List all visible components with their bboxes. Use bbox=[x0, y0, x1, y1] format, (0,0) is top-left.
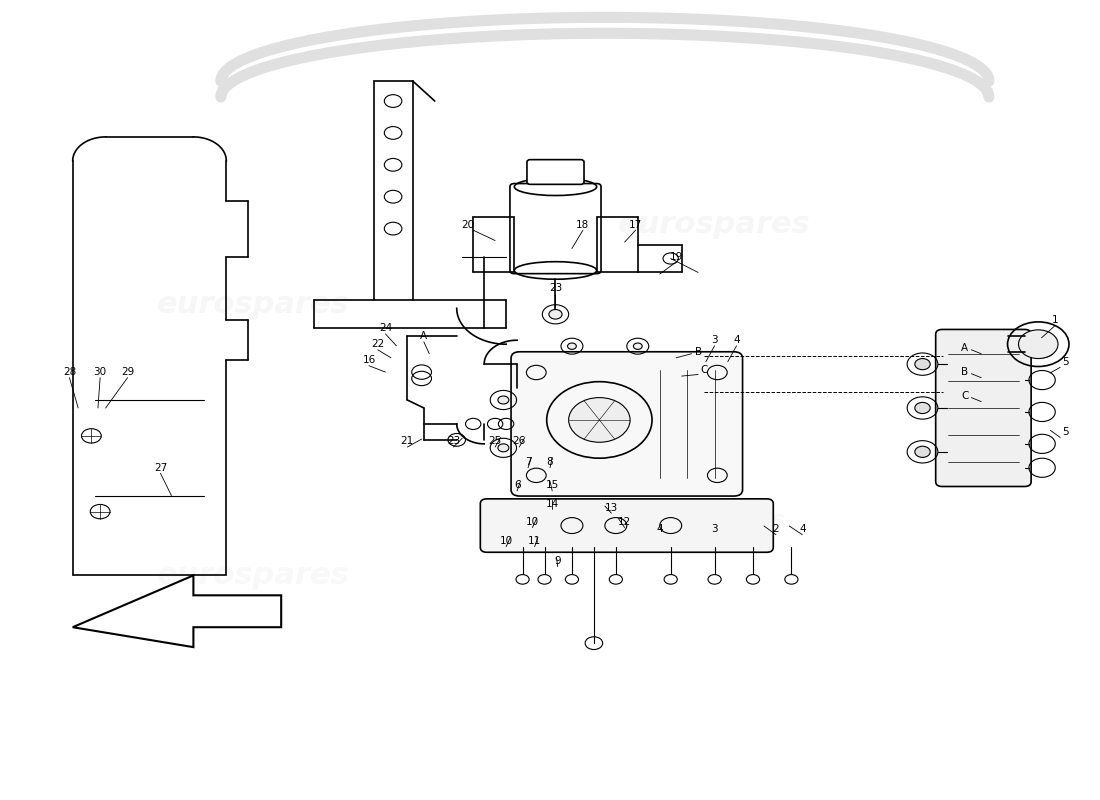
Circle shape bbox=[784, 574, 798, 584]
Text: 3: 3 bbox=[712, 524, 718, 534]
Text: 6: 6 bbox=[514, 480, 520, 490]
Text: 4: 4 bbox=[657, 524, 663, 534]
Text: 1: 1 bbox=[1052, 315, 1058, 326]
Text: C: C bbox=[700, 365, 707, 374]
Text: 19: 19 bbox=[670, 251, 683, 262]
Circle shape bbox=[516, 574, 529, 584]
Circle shape bbox=[915, 446, 931, 458]
Text: 21: 21 bbox=[400, 437, 414, 446]
Circle shape bbox=[569, 398, 630, 442]
Circle shape bbox=[568, 343, 576, 350]
Circle shape bbox=[1019, 330, 1058, 358]
Text: 9: 9 bbox=[554, 556, 561, 566]
Text: 26: 26 bbox=[513, 437, 526, 446]
Text: 24: 24 bbox=[378, 323, 392, 334]
Text: B: B bbox=[961, 367, 968, 377]
Text: 20: 20 bbox=[461, 220, 474, 230]
Text: 3: 3 bbox=[712, 335, 718, 346]
FancyBboxPatch shape bbox=[527, 160, 584, 184]
Circle shape bbox=[538, 574, 551, 584]
Circle shape bbox=[634, 343, 642, 350]
Text: 10: 10 bbox=[499, 536, 513, 546]
FancyBboxPatch shape bbox=[936, 330, 1031, 486]
Text: 30: 30 bbox=[94, 367, 107, 377]
Text: eurospares: eurospares bbox=[157, 561, 350, 590]
Text: 17: 17 bbox=[629, 220, 642, 230]
Text: 25: 25 bbox=[488, 437, 502, 446]
Text: 23: 23 bbox=[549, 283, 562, 294]
Text: 10: 10 bbox=[526, 517, 539, 527]
FancyBboxPatch shape bbox=[481, 499, 773, 552]
Text: 22: 22 bbox=[371, 339, 384, 349]
Text: 13: 13 bbox=[605, 502, 618, 513]
Text: eurospares: eurospares bbox=[618, 210, 811, 239]
Text: 7: 7 bbox=[525, 457, 531, 467]
Text: 14: 14 bbox=[546, 498, 559, 509]
Text: 27: 27 bbox=[154, 462, 167, 473]
Text: 16: 16 bbox=[362, 355, 375, 365]
Text: 2: 2 bbox=[772, 524, 779, 534]
Text: C: C bbox=[961, 391, 968, 401]
Text: B: B bbox=[694, 347, 702, 357]
FancyBboxPatch shape bbox=[512, 352, 742, 496]
Circle shape bbox=[565, 574, 579, 584]
Circle shape bbox=[498, 444, 509, 452]
Text: 18: 18 bbox=[576, 220, 590, 230]
Text: 8: 8 bbox=[547, 457, 553, 467]
Circle shape bbox=[915, 402, 931, 414]
Text: 29: 29 bbox=[121, 367, 134, 377]
Text: A: A bbox=[420, 331, 428, 342]
Text: A: A bbox=[961, 343, 968, 353]
Text: 12: 12 bbox=[618, 517, 631, 527]
Circle shape bbox=[915, 358, 931, 370]
Circle shape bbox=[664, 574, 678, 584]
Text: 4: 4 bbox=[799, 524, 805, 534]
Text: eurospares: eurospares bbox=[645, 510, 785, 530]
Circle shape bbox=[549, 310, 562, 319]
Circle shape bbox=[609, 574, 623, 584]
Text: 15: 15 bbox=[546, 480, 559, 490]
Text: 11: 11 bbox=[528, 536, 541, 546]
Circle shape bbox=[708, 574, 722, 584]
Polygon shape bbox=[73, 575, 282, 647]
Text: eurospares: eurospares bbox=[157, 290, 350, 319]
Text: 4: 4 bbox=[734, 335, 740, 346]
Text: 23: 23 bbox=[447, 437, 460, 446]
Text: 5: 5 bbox=[1063, 357, 1069, 366]
Text: 5: 5 bbox=[1063, 427, 1069, 437]
Text: 28: 28 bbox=[63, 367, 76, 377]
Circle shape bbox=[747, 574, 760, 584]
Circle shape bbox=[498, 396, 509, 404]
